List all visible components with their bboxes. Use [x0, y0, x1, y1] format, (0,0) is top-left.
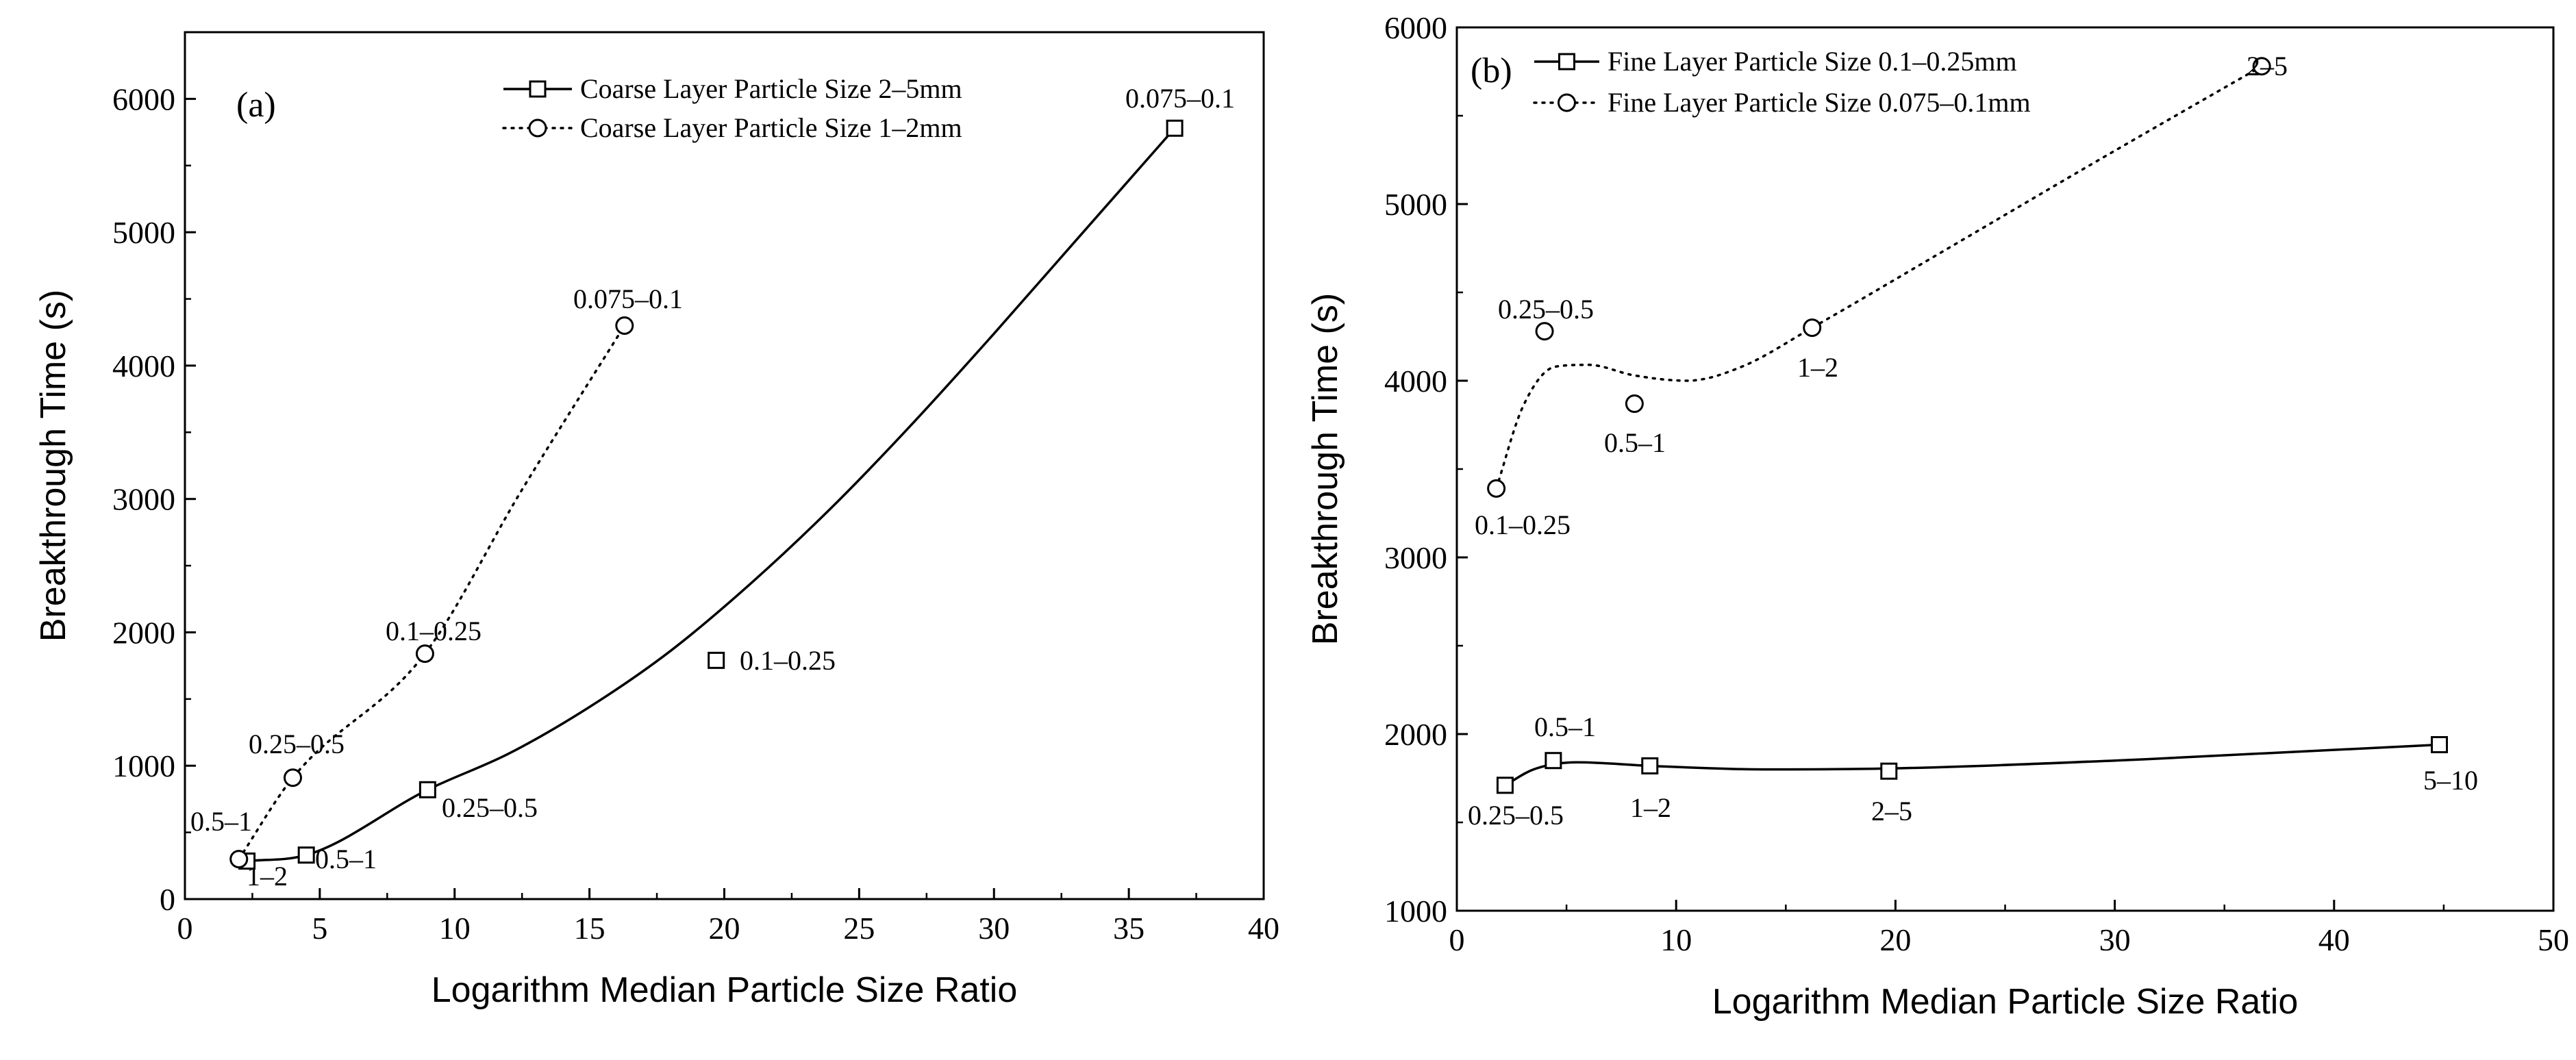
data-point-marker	[229, 850, 249, 869]
data-point-label: 0.25–0.5	[249, 729, 345, 759]
legend: Fine Layer Particle Size 0.1–0.25mm Fine …	[1533, 46, 2031, 118]
x-tick-label: 20	[709, 911, 740, 946]
legend-marker	[528, 118, 547, 138]
plot-frame	[1455, 26, 2555, 912]
y-tick-label: 4000	[1384, 364, 1447, 399]
y-tick-label: 3000	[112, 482, 175, 517]
series-line	[1495, 65, 2263, 490]
y-tick-label: 2000	[112, 615, 175, 650]
x-tick-label: 10	[1660, 922, 1692, 957]
panel-label: (b)	[1471, 51, 1512, 90]
x-tick-label: 10	[439, 911, 471, 946]
data-point-marker	[1545, 752, 1562, 770]
x-tick-label: 5	[312, 911, 327, 946]
legend-label: Fine Layer Particle Size 0.075–0.1mm	[1608, 87, 2031, 118]
x-tick-label: 30	[2099, 922, 2131, 957]
y-tick-label: 3000	[1384, 540, 1447, 575]
x-tick-label: 40	[2318, 922, 2350, 957]
data-point-label: 0.25–0.5	[442, 792, 538, 823]
data-point-marker	[418, 781, 436, 798]
data-point-label: 0.1–0.25	[1475, 509, 1571, 540]
data-point-marker	[1641, 757, 1659, 774]
y-tick-label: 6000	[112, 81, 175, 116]
y-tick-label: 0	[160, 882, 175, 917]
x-axis-label: Logarithm Median Particle Size Ratio	[1712, 982, 2299, 1022]
x-tick-label: 15	[574, 911, 605, 946]
panel-label: (a)	[236, 86, 276, 125]
y-axis-label: Breakthrough Time (s)	[34, 290, 73, 642]
data-point-label: 0.5–1	[190, 806, 252, 837]
data-point-label: 1–2	[1630, 792, 1671, 823]
y-tick-label: 2000	[1384, 717, 1447, 752]
data-point-marker	[1625, 394, 1644, 414]
data-point-marker	[415, 644, 434, 664]
data-point-marker	[1496, 777, 1514, 794]
legend: Coarse Layer Particle Size 2–5mm Coarse L…	[502, 73, 962, 143]
data-point-label: 0.5–1	[1604, 427, 1666, 458]
y-tick-label: 1000	[112, 748, 175, 783]
x-tick-label: 50	[2538, 922, 2569, 957]
series-2: 0.5–1 0.25–0.5 0.1–0.25 0.075–0.1	[190, 283, 683, 869]
y-tick-label: 5000	[1384, 187, 1447, 222]
data-point-marker	[1487, 479, 1506, 498]
x-axis-label: Logarithm Median Particle Size Ratio	[432, 970, 1018, 1010]
x-tick-label: 40	[1248, 911, 1279, 946]
plot-frame	[184, 31, 1265, 900]
series-2: 0.1–0.25 0.25–0.5 0.5–1 1–2 2–5	[1475, 51, 2288, 540]
data-point-marker	[1880, 762, 1898, 780]
data-point-label: 0.25–0.5	[1498, 294, 1594, 325]
data-point-label: 1–2	[1797, 352, 1838, 383]
series-1: 1–2 0.5–1 0.25–0.5 0.1–0.25 0.075–0.1	[238, 83, 1235, 892]
data-point-label: 0.1–0.25	[740, 645, 836, 676]
data-point-marker	[2430, 735, 2448, 753]
x-tick-label: 25	[843, 911, 875, 946]
legend-marker	[529, 80, 547, 98]
series-1: 0.25–0.5 0.5–1 1–2 2–5 5–10	[1468, 711, 2478, 831]
data-point-label: 1–2	[247, 861, 288, 892]
series-line	[1504, 743, 2440, 787]
data-point-marker	[1166, 119, 1184, 137]
data-point-label: 5–10	[2423, 765, 2478, 796]
data-point-marker	[708, 651, 725, 669]
x-tick-label: 20	[1879, 922, 1911, 957]
x-tick-label: 35	[1113, 911, 1145, 946]
y-axis-label: Breakthrough Time (s)	[1305, 293, 1345, 645]
y-tick-label: 1000	[1384, 894, 1447, 929]
data-point-marker	[2252, 57, 2271, 76]
data-point-label: 0.5–1	[315, 844, 377, 874]
data-point-marker	[297, 846, 315, 864]
data-point-label: 0.25–0.5	[1468, 800, 1564, 831]
data-point-marker	[615, 316, 634, 335]
data-point-label: 2–5	[1871, 796, 1912, 826]
data-point-label: 0.1–0.25	[386, 616, 482, 646]
x-tick-label: 30	[978, 911, 1010, 946]
data-point-label: 0.075–0.1	[1125, 83, 1235, 114]
y-tick-label: 5000	[112, 215, 175, 250]
x-tick-label: 0	[1449, 922, 1465, 957]
data-point-label: 0.075–0.1	[573, 283, 683, 314]
series-line	[247, 127, 1176, 863]
data-point-marker	[284, 768, 302, 787]
data-point-label: 0.5–1	[1534, 711, 1596, 742]
legend-label: Fine Layer Particle Size 0.1–0.25mm	[1608, 46, 2017, 77]
legend-label: Coarse Layer Particle Size 2–5mm	[580, 73, 962, 104]
y-tick-label: 4000	[112, 349, 175, 383]
data-point-marker	[1803, 318, 1822, 338]
data-point-label: 2–5	[2247, 51, 2288, 81]
legend-marker	[1558, 93, 1576, 112]
legend-marker	[1558, 53, 1575, 71]
chart-panel-a: 0 5 10 15 20 25 30 35 40 0 1000 2000 3000 4000 5000 600…	[34, 31, 1279, 1010]
legend-label: Coarse Layer Particle Size 1–2mm	[580, 112, 962, 143]
x-tick-label: 0	[177, 911, 193, 946]
y-tick-label: 6000	[1384, 10, 1447, 45]
chart-panel-b: 0 10 20 30 40 50 1000 2000 3000 4000 5000 6000 Logar…	[1305, 10, 2569, 1022]
data-point-marker	[1535, 322, 1554, 341]
